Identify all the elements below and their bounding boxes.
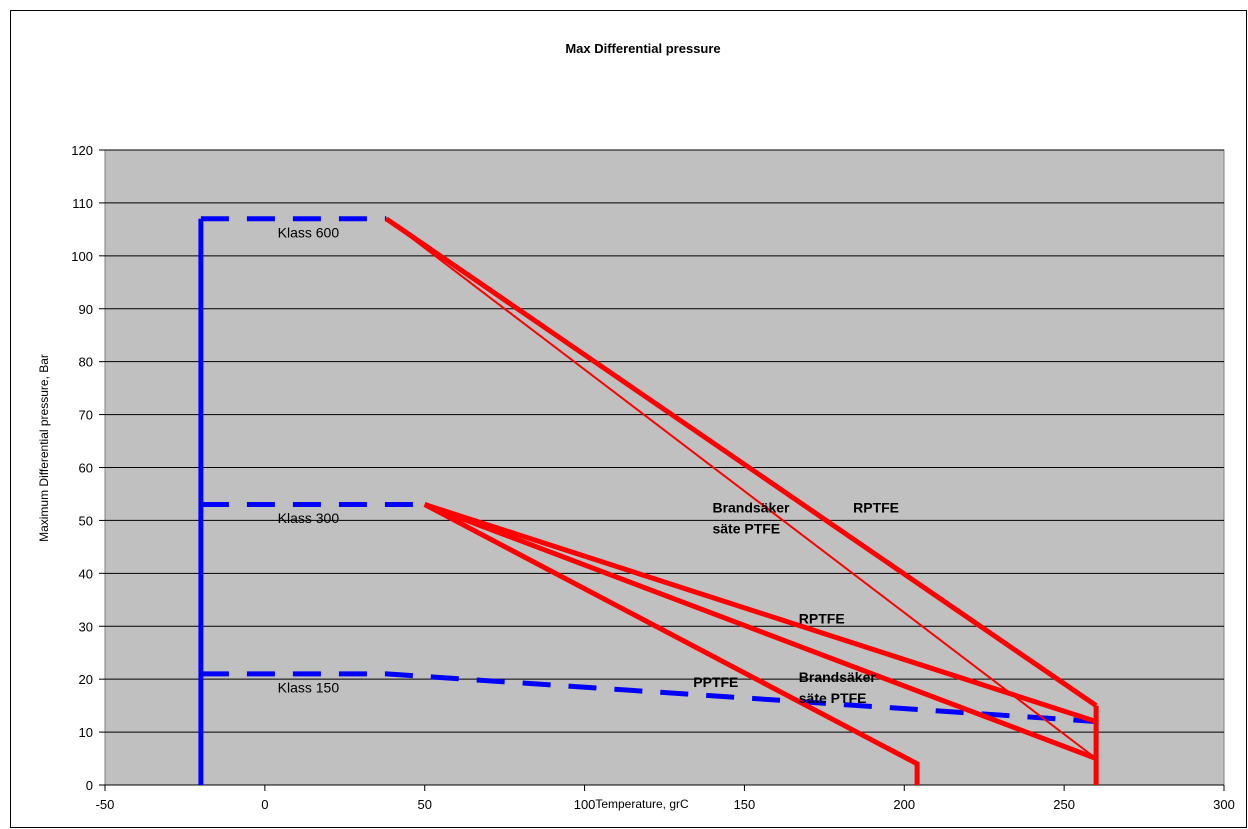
y-tick-label: 90	[79, 302, 93, 317]
annotation-label: RPTFE	[799, 611, 845, 627]
chart-title: Max Differential pressure	[565, 41, 720, 56]
x-tick-label: 250	[1053, 797, 1075, 812]
y-tick-label: 40	[79, 566, 93, 581]
series-line-4	[384, 216, 1098, 708]
x-tick-label: 300	[1213, 797, 1235, 812]
y-tick-label: 10	[79, 725, 93, 740]
y-tick-label: 60	[79, 461, 93, 476]
x-tick-label: -50	[96, 797, 115, 812]
y-axis-label: Maximum Differential pressure, Bar	[37, 354, 51, 542]
x-tick-label: 0	[261, 797, 268, 812]
x-axis-label: Temperature, grC	[595, 797, 689, 811]
x-tick-label: 100	[574, 797, 596, 812]
series-line-3	[200, 671, 1097, 724]
annotation-label: Brandsäker	[712, 499, 790, 515]
series-line-5	[385, 218, 1097, 760]
annotation-label: Klass 300	[278, 510, 340, 526]
series-line-6	[423, 502, 1097, 724]
y-tick-label: 30	[79, 619, 93, 634]
annotation-label: säte PTFE	[712, 521, 780, 537]
y-tick-label: 110	[72, 196, 93, 211]
annotation-label: Klass 600	[278, 224, 340, 240]
y-tick-label: 70	[79, 408, 93, 423]
annotation-label: säte PTFE	[799, 690, 867, 706]
x-tick-label: 150	[734, 797, 756, 812]
y-tick-label: 120	[71, 143, 93, 158]
y-tick-label: 100	[71, 249, 93, 264]
annotation-label: PPTFE	[693, 674, 738, 690]
y-tick-label: 0	[86, 778, 93, 793]
series-line-8	[423, 502, 920, 785]
x-tick-label: 200	[893, 797, 915, 812]
y-tick-label: 80	[79, 355, 93, 370]
y-tick-label: 50	[79, 513, 93, 528]
annotation-label: Klass 150	[278, 679, 340, 695]
annotation-label: Brandsäker	[799, 669, 877, 685]
y-tick-label: 20	[79, 672, 93, 687]
series-line-7	[423, 502, 1097, 761]
x-tick-label: 50	[417, 797, 431, 812]
annotation-label: RPTFE	[853, 499, 899, 515]
